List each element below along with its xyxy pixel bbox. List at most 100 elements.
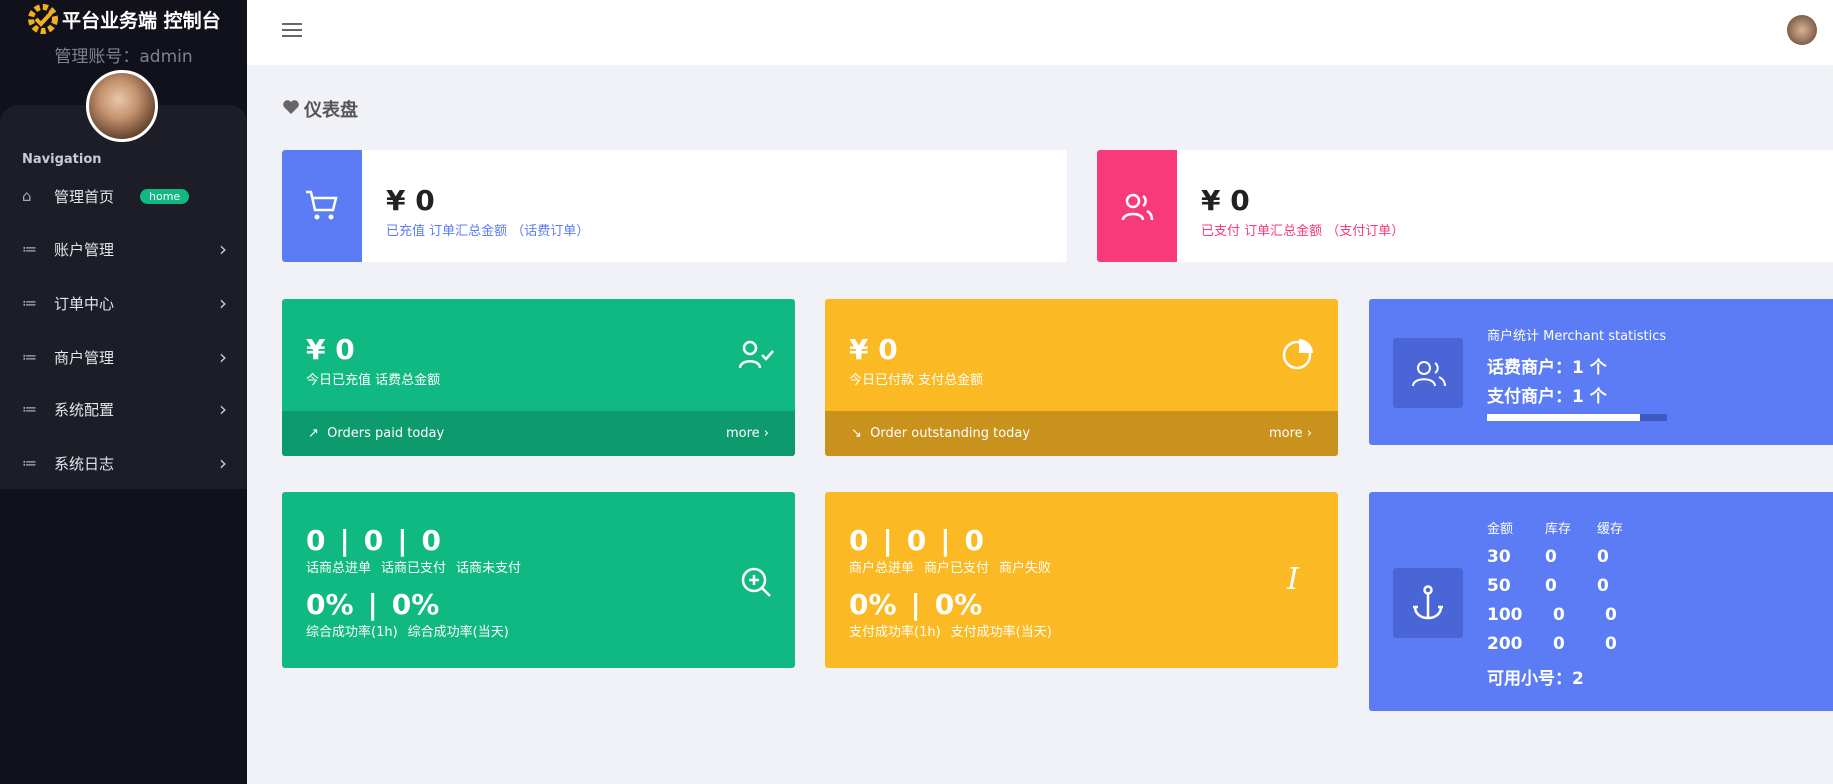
stats-title: 商户统计 Merchant statistics bbox=[1487, 329, 1667, 344]
stats-line: 支付商户：1 个 bbox=[1487, 387, 1607, 407]
rate-label: 综合成功率(1h) bbox=[306, 625, 398, 640]
nav-icon: ≔ bbox=[22, 348, 37, 366]
user-check-icon bbox=[738, 340, 774, 369]
count: 0 bbox=[906, 524, 927, 557]
rate-label: 支付成功率(当天) bbox=[950, 625, 1052, 640]
zoom-icon bbox=[741, 567, 771, 597]
stats-line: 话费商户：1 个 bbox=[1487, 358, 1607, 378]
cell: 30 bbox=[1487, 547, 1511, 567]
separator: | bbox=[882, 524, 893, 557]
cell: 0 bbox=[1553, 634, 1565, 654]
footer-text: Orders paid today bbox=[327, 426, 445, 441]
nav-heading: Navigation bbox=[22, 152, 102, 167]
header-cell: 缓存 bbox=[1597, 522, 1624, 537]
separator: | bbox=[397, 524, 408, 557]
count-labels: 商户总进单 商户已支付 商户失败 bbox=[849, 557, 1052, 576]
count-labels: 话商总进单 话商已支付 话商未支付 bbox=[306, 557, 521, 576]
nav-item[interactable]: ⌂ 管理首页 home bbox=[22, 181, 227, 211]
user-avatar[interactable] bbox=[1787, 15, 1817, 45]
separator: | bbox=[367, 588, 378, 621]
amount: ¥ 0 bbox=[1201, 184, 1250, 217]
count-label: 话商总进单 bbox=[306, 561, 372, 576]
rate-labels: 支付成功率(1h) 支付成功率(当天) bbox=[849, 621, 1052, 640]
stock-table: 金额 库存 缓存 30 0 0 50 0 0 100 0 0 200 0 0 可用小号：2 bbox=[1487, 518, 1655, 689]
nav-item[interactable]: ≔ 订单中心 › bbox=[22, 288, 227, 318]
rate: 0% bbox=[934, 588, 983, 621]
cell: 0 bbox=[1597, 547, 1609, 567]
today-card: ¥ 0 今日已付款 支付总金额 ↘ Order outstanding toda… bbox=[825, 299, 1338, 456]
label: 今日已充值 话费总金额 bbox=[306, 373, 441, 388]
count: 0 bbox=[421, 524, 441, 557]
nav-label: 商户管理 bbox=[54, 348, 115, 367]
separator: | bbox=[910, 588, 921, 621]
menu-toggle[interactable] bbox=[282, 22, 302, 38]
label: 今日已付款 支付总金额 bbox=[849, 373, 984, 388]
more-link[interactable]: more bbox=[1268, 426, 1303, 441]
rate-row: 0% | 0% bbox=[849, 588, 1052, 621]
icon-block bbox=[1393, 338, 1463, 408]
rate: 0% bbox=[391, 588, 440, 621]
pie-icon bbox=[1282, 339, 1313, 370]
icon-block bbox=[1097, 150, 1177, 262]
count: 0 bbox=[363, 524, 384, 557]
label: 已支付 订单汇总金额 （支付订单） bbox=[1201, 224, 1405, 239]
label: 已充值 订单汇总金额 （话费订单） bbox=[386, 224, 590, 239]
rate-block: 0 | 0 | 0 话商总进单 话商已支付 话商未支付 0% | 0% 综合成功率(1h) 综合成功率(… bbox=[306, 524, 521, 640]
summary-card: ¥ 0 已充值 订单汇总金额 （话费订单） bbox=[282, 150, 1067, 262]
amount: ¥ 0 bbox=[849, 333, 898, 366]
chevron: › bbox=[219, 291, 227, 315]
count-label: 话商未支付 bbox=[456, 561, 522, 576]
header-cell: 金额 bbox=[1487, 522, 1514, 537]
rate: 0% bbox=[306, 588, 354, 621]
nav-label: 系统日志 bbox=[54, 454, 115, 473]
header-cell: 库存 bbox=[1545, 522, 1572, 537]
rate-label: 综合成功率(当天) bbox=[407, 625, 509, 640]
table-row: 50 0 0 bbox=[1487, 576, 1655, 605]
cell: 0 bbox=[1597, 576, 1609, 596]
topbar bbox=[247, 0, 1833, 65]
chevron: › bbox=[219, 397, 227, 421]
separator: | bbox=[339, 524, 350, 557]
merchant-stats: 商户统计 Merchant statistics 话费商户：1 个 支付商户：1… bbox=[1369, 299, 1833, 445]
nav-item[interactable]: ≔ 商户管理 › bbox=[22, 342, 227, 372]
card-footer: ↗ Orders paid today more › bbox=[282, 411, 795, 456]
icon-block bbox=[282, 150, 362, 262]
count-label: 话商已支付 bbox=[381, 561, 447, 576]
rate-label: 支付成功率(1h) bbox=[849, 625, 941, 640]
amount: ¥ 0 bbox=[306, 333, 355, 366]
table-row: 100 0 0 bbox=[1487, 605, 1655, 634]
count: 0 bbox=[849, 524, 869, 557]
cell: 0 bbox=[1545, 576, 1557, 596]
avatar bbox=[86, 70, 158, 142]
logo bbox=[28, 4, 58, 34]
nav-item[interactable]: ≔ 账户管理 › bbox=[22, 234, 227, 264]
nav-label: 订单中心 bbox=[54, 294, 115, 313]
nav-icon: ⌂ bbox=[22, 187, 32, 205]
table-row: 30 0 0 bbox=[1487, 547, 1655, 576]
nav-item[interactable]: ≔ 系统日志 › bbox=[22, 448, 227, 478]
nav-label: 账户管理 bbox=[54, 240, 115, 259]
nav-badge: home bbox=[140, 188, 190, 204]
nav-item[interactable]: ≔ 系统配置 › bbox=[22, 394, 227, 424]
more-link[interactable]: more bbox=[725, 426, 760, 441]
count: 0 bbox=[964, 524, 984, 557]
table-footer: 可用小号：2 bbox=[1487, 669, 1584, 689]
rate-labels: 综合成功率(1h) 综合成功率(当天) bbox=[306, 621, 521, 640]
nav-label: 管理首页 bbox=[54, 187, 115, 206]
cell: 200 bbox=[1487, 634, 1523, 654]
cell: 0 bbox=[1545, 547, 1557, 567]
stock-card: 金额 库存 缓存 30 0 0 50 0 0 100 0 0 200 0 0 可用小号：2 bbox=[1369, 492, 1833, 711]
cell: 0 bbox=[1605, 605, 1617, 625]
progress-track bbox=[1487, 414, 1667, 421]
count-label: 商户总进单 bbox=[849, 561, 915, 576]
amount: ¥ 0 bbox=[386, 184, 435, 217]
rate: 0% bbox=[849, 588, 897, 621]
summary-card: ¥ 0 已支付 订单汇总金额 （支付订单） bbox=[1097, 150, 1833, 262]
rate-row: 0% | 0% bbox=[306, 588, 521, 621]
rate-card: 0 | 0 | 0 商户总进单 商户已支付 商户失败 0% | 0% 支付成功率(1h) 支付成功率(当… bbox=[825, 492, 1338, 668]
heart-icon bbox=[283, 100, 299, 114]
chevron: › bbox=[219, 237, 227, 261]
separator: | bbox=[940, 524, 951, 557]
nav-panel bbox=[0, 105, 247, 489]
count-row: 0 | 0 | 0 bbox=[306, 524, 521, 557]
